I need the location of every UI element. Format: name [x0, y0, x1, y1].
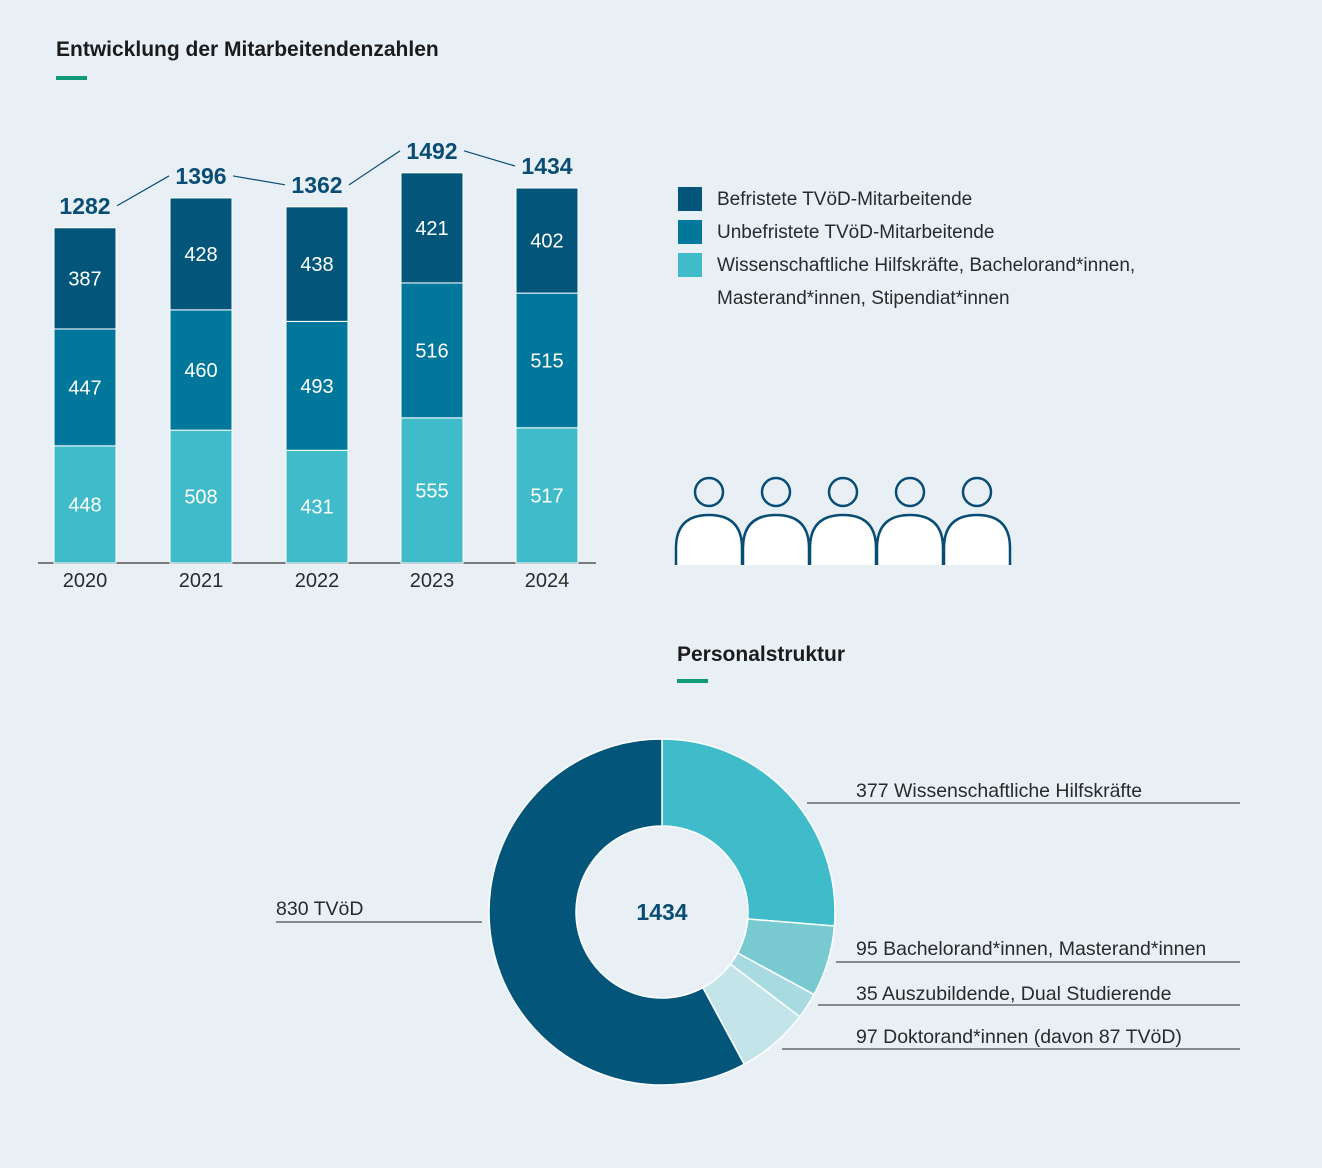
x-tick-label: 2021 — [179, 570, 224, 592]
bar-segment — [285, 449, 349, 564]
total-connector-line — [348, 150, 401, 186]
bar-total-label: 1396 — [175, 163, 226, 189]
bar-segment — [400, 282, 464, 419]
person-icon — [942, 476, 1012, 565]
bar-segment — [169, 197, 233, 311]
donut-slice — [488, 738, 746, 1086]
bar-segment-label: 555 — [415, 480, 448, 502]
person-icon — [808, 476, 878, 565]
bar-segment-label: 438 — [300, 254, 333, 276]
bar-segment — [169, 309, 233, 431]
bar-segment-label: 460 — [184, 360, 217, 382]
bar-segment-label: 517 — [530, 485, 563, 507]
x-tick-label: 2024 — [525, 570, 570, 592]
slice-label: 377 Wissenschaftliche Hilfskräfte — [856, 780, 1142, 802]
donut-chart-title-accent — [677, 679, 708, 683]
slice-label: 35 Auszubildende, Dual Studierende — [856, 983, 1172, 1005]
legend-item-unbefristet: Unbefristete TVöD-Mitarbeitende — [678, 216, 1187, 249]
person-icon — [875, 476, 945, 565]
legend-swatch-wiss — [678, 253, 702, 277]
bar-chart-title-accent — [56, 76, 87, 80]
legend-swatch-befristet — [678, 187, 702, 211]
total-connector-line — [116, 175, 170, 207]
donut-center-label: 1434 — [636, 899, 687, 925]
bar-total-label: 1282 — [59, 193, 110, 219]
legend-label: Befristete TVöD-Mitarbeitende — [717, 189, 973, 210]
legend-label: Wissenschaftliche Hilfskräfte, Bachelora… — [717, 255, 1136, 309]
legend-label: Unbefristete TVöD-Mitarbeitende — [717, 222, 995, 243]
bar-segment-label: 515 — [530, 350, 563, 372]
bar-chart-title: Entwicklung der Mitarbeitendenzahlen — [56, 38, 439, 61]
bar-segment-label: 516 — [415, 340, 448, 362]
x-tick-label: 2023 — [410, 570, 455, 592]
donut-chart-title: Personalstruktur — [677, 643, 846, 666]
x-tick-label: 2020 — [63, 570, 108, 592]
bar-segment-label: 448 — [68, 494, 101, 516]
bar-segment-label: 508 — [184, 487, 217, 509]
bar-segment — [169, 429, 233, 564]
bar-segment-label: 428 — [184, 244, 217, 266]
bar-segment — [515, 187, 579, 294]
bar-segment — [285, 206, 349, 322]
bar-segment-label: 431 — [300, 497, 333, 519]
person-icon — [674, 476, 744, 565]
total-connector-line — [232, 175, 286, 186]
bar-segment — [285, 320, 349, 451]
slice-label: 97 Doktorand*innen (davon 87 TVöD) — [856, 1026, 1182, 1048]
bar-segment — [400, 172, 464, 284]
bar-segment — [515, 292, 579, 429]
bar-segment-label: 402 — [530, 231, 563, 253]
x-tick-label: 2022 — [295, 570, 340, 592]
legend-item-wiss: Wissenschaftliche Hilfskräfte, Bachelora… — [678, 249, 1187, 315]
legend-item-befristet: Befristete TVöD-Mitarbeitende — [678, 183, 1187, 216]
slice-label: 95 Bachelorand*innen, Masterand*innen — [856, 938, 1206, 960]
person-icon — [741, 476, 811, 565]
bar-segment-label: 493 — [300, 376, 333, 398]
bar-total-label: 1434 — [521, 153, 572, 179]
legend-swatch-unbefristet — [678, 220, 702, 244]
bar-segment-label: 447 — [68, 377, 101, 399]
donut-slice — [661, 738, 836, 927]
bar-total-label: 1492 — [406, 138, 457, 164]
total-connector-line — [463, 150, 516, 167]
bar-segment-label: 421 — [415, 218, 448, 240]
slice-label: 830 TVöD — [276, 898, 363, 920]
bar-total-label: 1362 — [291, 172, 342, 198]
bar-segment — [53, 227, 117, 330]
bar-segment-label: 387 — [68, 268, 101, 290]
